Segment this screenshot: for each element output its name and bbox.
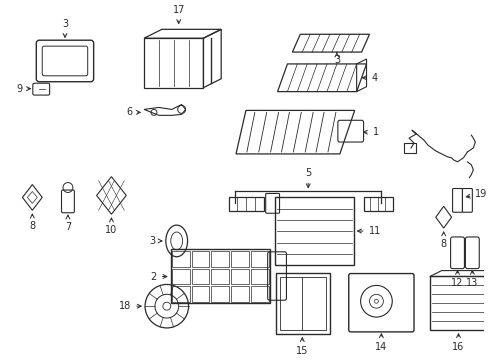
Text: 9: 9: [16, 84, 30, 94]
Text: 3: 3: [333, 52, 339, 65]
Text: 14: 14: [374, 334, 386, 352]
Text: 8: 8: [440, 232, 446, 249]
Text: 12: 12: [450, 270, 463, 288]
Text: 10: 10: [105, 218, 117, 235]
Text: 3: 3: [148, 236, 162, 246]
Text: 6: 6: [126, 107, 140, 117]
Text: 11: 11: [357, 226, 380, 236]
Text: 13: 13: [465, 270, 477, 288]
Text: 19: 19: [466, 189, 487, 199]
Text: 5: 5: [305, 168, 311, 188]
Text: 18: 18: [119, 301, 141, 311]
Text: 1: 1: [363, 127, 378, 137]
Text: 7: 7: [65, 215, 71, 232]
Text: 16: 16: [451, 334, 464, 352]
Text: 3: 3: [62, 19, 68, 37]
Text: 17: 17: [172, 5, 184, 23]
Text: 15: 15: [295, 338, 308, 356]
Text: 8: 8: [29, 214, 35, 231]
Text: 2: 2: [150, 271, 166, 282]
Text: 4: 4: [362, 73, 377, 83]
